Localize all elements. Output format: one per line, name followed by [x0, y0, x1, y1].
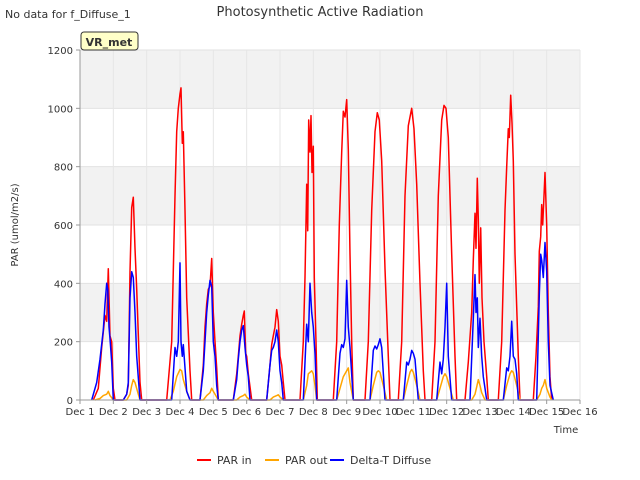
plot-band: [80, 283, 580, 342]
plot-band: [80, 166, 580, 225]
plot-band: [80, 50, 580, 109]
y-tick-label: 1000: [48, 104, 73, 115]
legend: PAR in PAR out Delta-T Diffuse: [197, 454, 431, 467]
x-tick-label: Dec 2: [99, 407, 128, 418]
y-tick-label: 200: [54, 338, 73, 349]
y-tick-label: 800: [54, 163, 73, 174]
series-line-delta-t-diffuse: [90, 241, 555, 401]
y-tick-label: 0: [67, 396, 73, 407]
x-tick-label: Dec 12: [429, 407, 464, 418]
site-badge-box: [80, 31, 139, 51]
plot-band: [80, 225, 580, 284]
y-tick-label: 600: [54, 221, 73, 232]
x-axis-label: Time: [553, 425, 578, 436]
legend-label: PAR out: [285, 454, 328, 467]
x-tick-label: Dec 9: [332, 407, 361, 418]
axes: 0 200 400 600 800 1000 1200 Dec 1 Dec 2 Dec 3 Dec …: [48, 46, 598, 418]
x-tick-label: Dec 1: [66, 407, 95, 418]
plot-band: [80, 108, 580, 167]
plot-band: [80, 341, 580, 400]
no-data-note: No data for f_Diffuse_1: [5, 8, 131, 21]
x-tick-label: Dec 5: [199, 407, 228, 418]
y-axis-label: PAR (umol/m2/s): [10, 183, 21, 266]
x-tick-label: Dec 10: [362, 407, 397, 418]
chart-title: Photosynthetic Active Radiation: [217, 5, 424, 20]
x-tick-label: Dec 14: [496, 407, 531, 418]
plot-bands: [80, 50, 580, 400]
x-tick-label: Dec 6: [232, 407, 261, 418]
site-badge: VR_met: [80, 31, 139, 51]
legend-label: Delta-T Diffuse: [350, 454, 431, 467]
x-tick-label: Dec 11: [396, 407, 431, 418]
x-tick-label: Dec 4: [166, 407, 195, 418]
y-tick-label: 400: [54, 279, 73, 290]
y-tick-label: 1200: [48, 46, 73, 57]
x-tick-label: Dec 13: [462, 407, 497, 418]
x-tick-label: Dec 8: [299, 407, 328, 418]
x-tick-label: Dec 16: [562, 407, 597, 418]
site-badge-label: VR_met: [86, 36, 133, 49]
x-tick-label: Dec 15: [529, 407, 564, 418]
legend-label: PAR in: [217, 454, 252, 467]
x-tick-label: Dec 7: [266, 407, 295, 418]
x-tick-label: Dec 3: [132, 407, 161, 418]
